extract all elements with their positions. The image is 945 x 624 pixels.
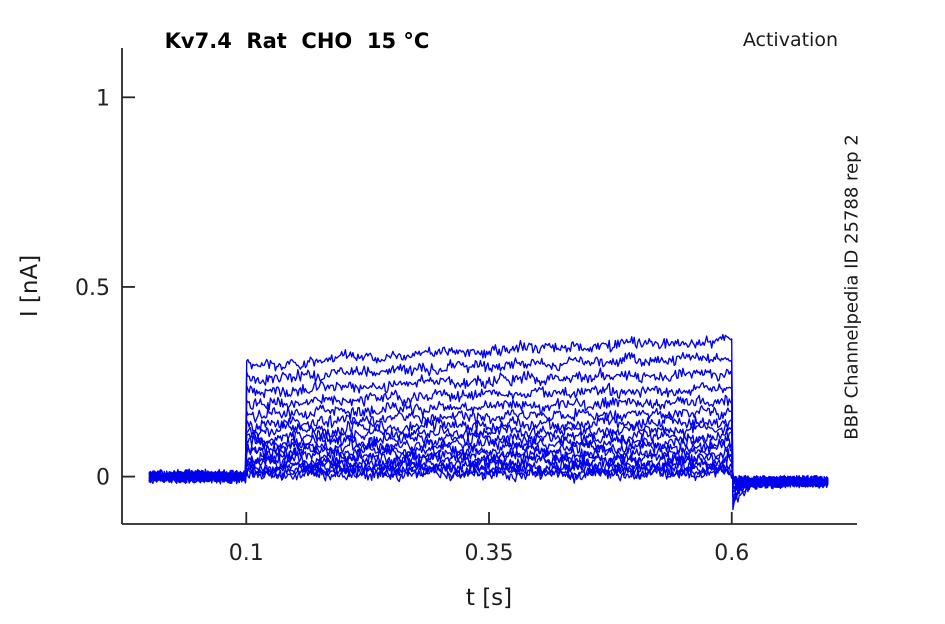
current-trace [148,413,829,492]
x-axis-label: t [s] [465,585,513,611]
trace-group [148,333,829,511]
current-trace [148,367,829,502]
current-trace [148,454,829,488]
y-tick-label: 0 [96,466,110,491]
chart-title: Kv7.4 Rat CHO 15 °C [164,29,430,53]
current-trace [148,351,829,500]
current-trace [148,405,829,492]
x-tick-label: 0.1 [229,541,264,566]
axes-group [121,48,857,525]
y-tick-label: 1 [96,86,110,111]
y-tick-label: 0.5 [75,276,110,301]
current-trace [148,439,829,489]
current-trace [148,427,829,490]
current-trace [148,465,829,489]
x-tick-label: 0.6 [714,541,749,566]
current-trace [149,333,829,511]
current-trace [148,382,829,496]
protocol-label: Activation [742,29,838,51]
current-trace [148,394,829,493]
x-tick-label: 0.35 [465,541,514,566]
tick-labels-group: 0 0.5 1 0.1 0.35 0.6 [75,86,749,566]
